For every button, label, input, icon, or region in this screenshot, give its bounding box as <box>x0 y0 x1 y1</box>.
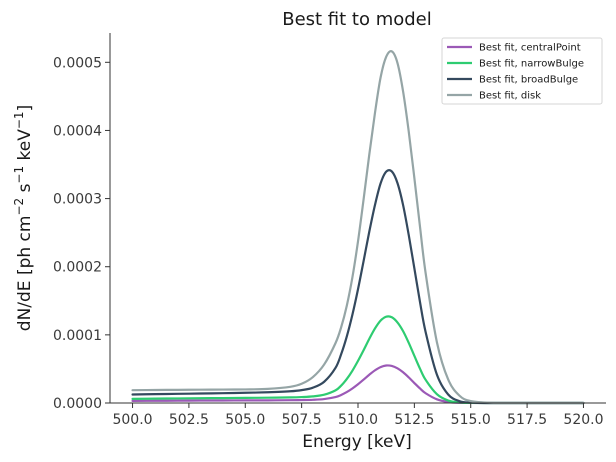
legend: Best fit, centralPoint Best fit, narrowBu… <box>441 37 603 105</box>
x-axis-ticks: 500.0 502.5 505.0 507.5 510.0 512.5 515.0 517.5… <box>112 403 604 428</box>
y-tick-label: 0.0003 <box>53 192 102 208</box>
x-tick-label: 515.0 <box>451 412 491 428</box>
x-tick-label: 505.0 <box>225 412 265 428</box>
y-axis-label-main: dN/dE [ph cm <box>15 216 35 332</box>
chart-title: Best fit to model <box>282 9 432 30</box>
y-tick-label: 0.0001 <box>53 328 102 344</box>
plot-area: 500.0 502.5 505.0 507.5 510.0 512.5 515.0 517.5… <box>53 33 606 428</box>
legend-label-1: Best fit, narrowBulge <box>479 59 584 70</box>
y-axis-label-exp-2: −1 <box>12 166 26 184</box>
x-tick-label: 500.0 <box>112 412 152 428</box>
x-tick-label: 507.5 <box>282 412 322 428</box>
legend-label-2: Best fit, broadBulge <box>479 75 578 86</box>
legend-label-0: Best fit, centralPoint <box>479 43 581 54</box>
x-tick-label: 520.0 <box>563 412 603 428</box>
y-tick-label: 0.0002 <box>53 260 102 276</box>
x-tick-label: 510.0 <box>338 412 378 428</box>
y-axis-ticks: 0.0000 0.0001 0.0002 0.0003 0.0004 0.0005 <box>53 55 110 412</box>
series-line-3 <box>131 50 585 405</box>
series-line-2 <box>131 169 585 405</box>
x-axis-label: Energy [keV] <box>302 432 412 452</box>
y-tick-label: 0.0004 <box>53 123 102 139</box>
y-tick-label: 0.0000 <box>53 396 102 412</box>
x-tick-label: 517.5 <box>507 412 547 428</box>
x-tick-label: 502.5 <box>169 412 209 428</box>
legend-box <box>441 37 603 105</box>
y-axis-label-mid-2: keV <box>15 129 35 166</box>
y-tick-label: 0.0005 <box>53 55 102 71</box>
y-axis-label-exp-3: −1 <box>12 111 26 129</box>
y-axis-label-exp-1: −2 <box>12 198 26 216</box>
y-axis-label-end: ] <box>15 105 35 112</box>
x-tick-label: 512.5 <box>394 412 434 428</box>
legend-label-3: Best fit, disk <box>479 91 541 102</box>
y-axis-label-mid: s <box>15 183 35 197</box>
y-axis-label: dN/dE [ph cm−2 s−1 keV−1] <box>12 105 35 331</box>
